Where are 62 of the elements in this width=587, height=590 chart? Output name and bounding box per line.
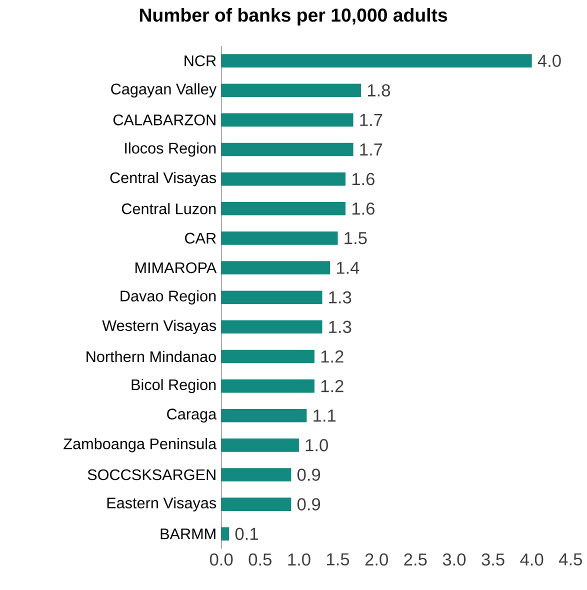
y-tick-label: NCR <box>184 55 216 66</box>
data-label: 1.2 <box>322 350 344 363</box>
data-label: 1.5 <box>344 232 367 244</box>
y-tick-label: SOCCSKSARGEN <box>88 469 216 480</box>
x-tick-label: 0.5 <box>248 553 272 566</box>
y-tick-label: Western Visayas <box>102 320 216 334</box>
data-label: 0.9 <box>298 498 320 510</box>
bar <box>222 261 330 274</box>
y-tick-label: CALABARZON <box>114 114 216 126</box>
bar <box>222 438 300 452</box>
y-tick-label: Bicol Region <box>132 378 216 394</box>
y-tick-label: Eastern Visayas <box>108 497 216 512</box>
x-tick-label: 2.0 <box>366 553 388 566</box>
y-tick-label: Davao Region <box>120 290 216 304</box>
data-label: 1.7 <box>360 114 382 126</box>
y-tick-label: BARMM <box>160 528 216 540</box>
bar <box>222 498 292 511</box>
bar <box>222 84 362 98</box>
bar <box>222 379 315 393</box>
bar <box>222 527 230 541</box>
data-label: 0.1 <box>236 528 258 540</box>
x-tick-label: 3.0 <box>443 553 466 566</box>
data-label: 1.2 <box>322 380 344 392</box>
data-label: 1.3 <box>329 320 352 334</box>
bar <box>222 408 307 422</box>
bar <box>222 142 354 156</box>
y-tick-label: Caraga <box>167 408 217 423</box>
bar <box>222 113 354 127</box>
x-tick-label: 1.5 <box>327 553 350 566</box>
y-tick-label: Northern Mindanao <box>86 350 216 362</box>
y-tick-label: CAR <box>185 232 216 244</box>
data-label: 1.0 <box>306 439 328 452</box>
bar <box>222 290 322 304</box>
x-tick-label: 2.5 <box>404 553 427 566</box>
y-tick-label: Ilocos Region <box>125 142 216 157</box>
y-tick-label: MIMAROPA <box>136 262 217 274</box>
data-label: 1.4 <box>337 262 360 274</box>
chart-title: Number of banks per 10,000 adults <box>140 8 448 26</box>
bar <box>222 202 346 216</box>
y-tick-label: Central Luzon <box>122 203 216 214</box>
x-tick-label: 4.5 <box>559 553 582 566</box>
data-label: 1.6 <box>352 172 375 186</box>
x-tick-label: 0.0 <box>210 553 233 566</box>
x-tick-label: 1.0 <box>288 553 311 566</box>
bar <box>222 350 315 364</box>
data-label: 0.9 <box>298 468 320 481</box>
data-label: 1.6 <box>352 202 375 215</box>
bar <box>222 468 292 482</box>
y-tick-label: Central Visayas <box>110 172 216 186</box>
data-label: 1.1 <box>314 410 336 422</box>
x-tick-label: 3.5 <box>482 553 505 566</box>
bar <box>222 172 346 186</box>
bar <box>222 54 532 68</box>
bar <box>222 320 322 334</box>
bar <box>222 232 338 245</box>
y-tick-label: Zamboanga Peninsula <box>64 438 217 452</box>
data-label: 4.0 <box>538 54 562 67</box>
x-tick-label: 4.0 <box>520 553 544 566</box>
y-tick-label: Cagayan Valley <box>111 83 217 98</box>
data-label: 1.3 <box>329 291 352 304</box>
data-label: 1.7 <box>360 144 382 156</box>
data-label: 1.8 <box>368 84 390 96</box>
